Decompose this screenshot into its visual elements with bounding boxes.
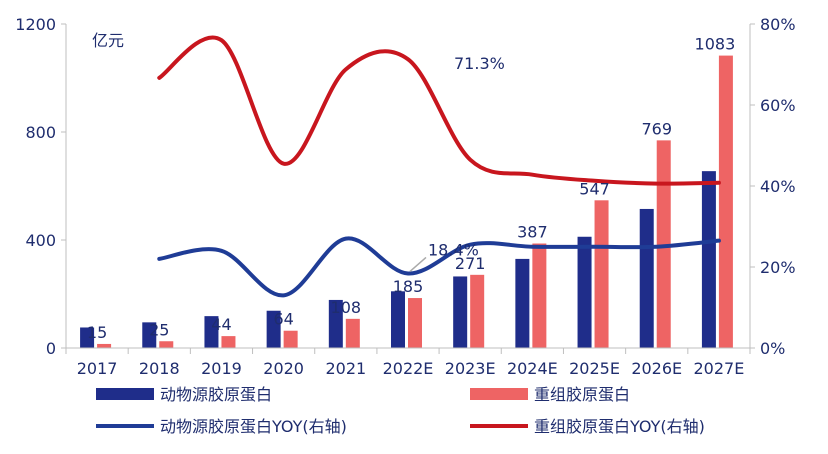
lines-layer [157,35,721,298]
bars-layer [80,55,733,349]
x-tick-8: 2025E [569,359,620,378]
bar-animal-5 [391,291,405,348]
x-tick-6: 2023E [445,359,496,378]
data-label-recombinant-2: 44 [211,315,231,334]
y-left-tick-0: 0 [46,339,56,358]
data-label-recombinant-8: 547 [579,179,610,198]
y-left-tick-3: 1200 [15,15,56,34]
line-animal-yoy [157,236,721,298]
bar-recombinant-4 [345,318,360,348]
legend-swatch-0 [96,388,154,400]
annotation-recombinant-yoy: 71.3% [454,54,505,73]
legend-label-3: 重组胶原蛋白YOY(右轴) [534,417,705,436]
bar-recombinant-10 [718,55,733,349]
x-tick-7: 2024E [507,359,558,378]
bar-animal-3 [266,310,281,348]
bar-recombinant-0 [97,343,112,348]
data-label-recombinant-9: 769 [641,119,672,138]
bar-animal-9 [639,208,654,348]
data-label-recombinant-10: 1083 [695,35,736,54]
data-label-recombinant-3: 64 [273,310,293,329]
line-recombinant-yoy [157,35,721,186]
bar-recombinant-1 [159,341,174,348]
x-tick-5: 2022E [383,359,434,378]
labels-layer: 15 25 44 64 108 185 271 387 547 769 1083 71.3% 18.4% [87,35,735,342]
y-right-tick-4: 80% [760,15,796,34]
x-tick-2: 2019 [201,359,242,378]
bar-recombinant-9 [656,140,671,348]
legend-label-1: 重组胶原蛋白 [534,385,630,404]
bar-animal-0 [80,327,95,348]
data-label-recombinant-1: 25 [149,320,169,339]
bar-animal-2 [204,316,219,348]
bar-recombinant-5 [408,298,422,348]
y-left-tick-1: 400 [25,231,56,250]
data-label-recombinant-5: 185 [393,277,424,296]
y-right-tick-0: 0% [760,339,785,358]
y-right-tick-1: 20% [760,258,796,277]
data-label-recombinant-6: 271 [455,254,486,273]
x-tick-4: 2021 [325,359,366,378]
legend-label-0: 动物源胶原蛋白 [160,385,272,404]
legend-swatch-1 [470,388,528,400]
data-label-recombinant-7: 387 [517,223,548,242]
bar-recombinant-6 [470,274,485,348]
x-tick-1: 2018 [139,359,180,378]
bar-recombinant-3 [283,330,298,348]
x-tick-9: 2026E [631,359,682,378]
x-tick-10: 2027E [693,359,744,378]
bar-animal-7 [515,258,530,348]
x-tick-3: 2020 [263,359,304,378]
bar-recombinant-8 [594,200,609,348]
annotation-animal-yoy: 18.4% [428,240,479,259]
axes-layer: 0 400 800 1200 0% 20% 40% 60% 80% 2017 2018 2019 202… [15,15,795,378]
bar-recombinant-2 [221,336,236,348]
bar-animal-1 [142,322,157,348]
bar-animal-10 [701,171,716,348]
y-right-tick-2: 40% [760,177,796,196]
legend-label-2: 动物源胶原蛋白YOY(右轴) [160,417,347,436]
bar-animal-8 [577,236,592,348]
bar-animal-6 [453,276,468,348]
bar-recombinant-7 [532,243,547,348]
annotation-leader-line [409,256,427,273]
data-label-recombinant-0: 15 [87,323,107,342]
y-left-tick-2: 800 [25,123,56,142]
y-right-tick-3: 60% [760,96,796,115]
unit-label: 亿元 [92,31,124,50]
bar-animal-4 [328,299,343,348]
x-tick-0: 2017 [77,359,118,378]
data-label-recombinant-4: 108 [331,298,362,317]
